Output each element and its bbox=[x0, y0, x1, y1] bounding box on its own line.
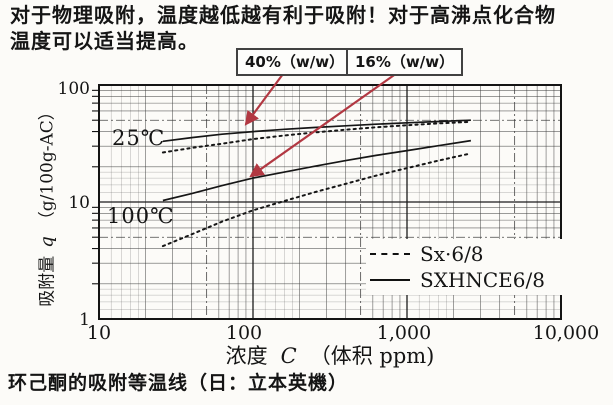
isotherm-curves bbox=[161, 119, 472, 248]
legend-item-sx68: Sx·6/8 bbox=[370, 241, 566, 267]
legend-item-sxhnce68: SXHNCE6/8 bbox=[370, 267, 566, 293]
y-axis-title-unit: （g/100g-AC） bbox=[37, 103, 58, 229]
annotation-25c: 25℃ bbox=[112, 126, 166, 150]
dotted-line-sample bbox=[370, 253, 410, 255]
x-tick-100: 100 bbox=[225, 322, 263, 344]
solid-line-sample bbox=[370, 279, 410, 281]
x-axis-title-unit: （体积 ppm) bbox=[309, 344, 435, 368]
y-axis-title-cn: 吸附量 bbox=[37, 255, 58, 307]
curve-sx-6-8-100- bbox=[161, 152, 472, 248]
x-tick-1000: 1,000 bbox=[376, 322, 432, 344]
x-tick-10: 10 bbox=[86, 322, 112, 344]
x-axis-title-cn: 浓度 bbox=[225, 344, 268, 368]
legend: Sx·6/8 SXHNCE6/8 bbox=[366, 239, 570, 295]
figure-caption: 环己酮的吸附等温线（日：立本英機） bbox=[8, 372, 349, 394]
y-axis-title-symbol: q bbox=[36, 236, 58, 248]
arrow-40-percent bbox=[244, 73, 284, 126]
y-tick-1: 1 bbox=[79, 310, 90, 330]
legend-label-sxhnce68: SXHNCE6/8 bbox=[420, 268, 545, 292]
intro-line-1: 对于物理吸附，温度越低越有利于吸附！对于高沸点化合物 bbox=[10, 3, 556, 27]
y-tick-100: 100 bbox=[57, 79, 90, 99]
curve-sx-6-8-25- bbox=[161, 120, 472, 154]
plot-border bbox=[98, 84, 562, 320]
curve-sxhnce6-8-25- bbox=[162, 119, 471, 143]
x-axis-title-symbol: C bbox=[280, 344, 297, 368]
x-axis-title: 浓度 C （体积 ppm) bbox=[99, 340, 561, 370]
intro-text: 对于物理吸附，温度越低越有利于吸附！对于高沸点化合物 温度可以适当提高。 bbox=[10, 2, 610, 55]
curve-sxhnce6-8-100- bbox=[162, 139, 472, 202]
x-tick-10000: 10,000 bbox=[532, 322, 600, 344]
intro-line-2: 温度可以适当提高。 bbox=[10, 29, 199, 54]
legend-label-sx68: Sx·6/8 bbox=[420, 242, 484, 266]
callout-40ww-box: 40%（w/w） bbox=[236, 48, 354, 76]
annotation-100c: 100℃ bbox=[107, 204, 175, 228]
callout-16ww-box: 16%（w/w） bbox=[346, 48, 464, 76]
y-axis-title: 吸附量 q （g/100g-AC） bbox=[33, 103, 58, 307]
arrow-16-percent bbox=[249, 72, 398, 178]
y-tick-10: 10 bbox=[68, 193, 90, 213]
